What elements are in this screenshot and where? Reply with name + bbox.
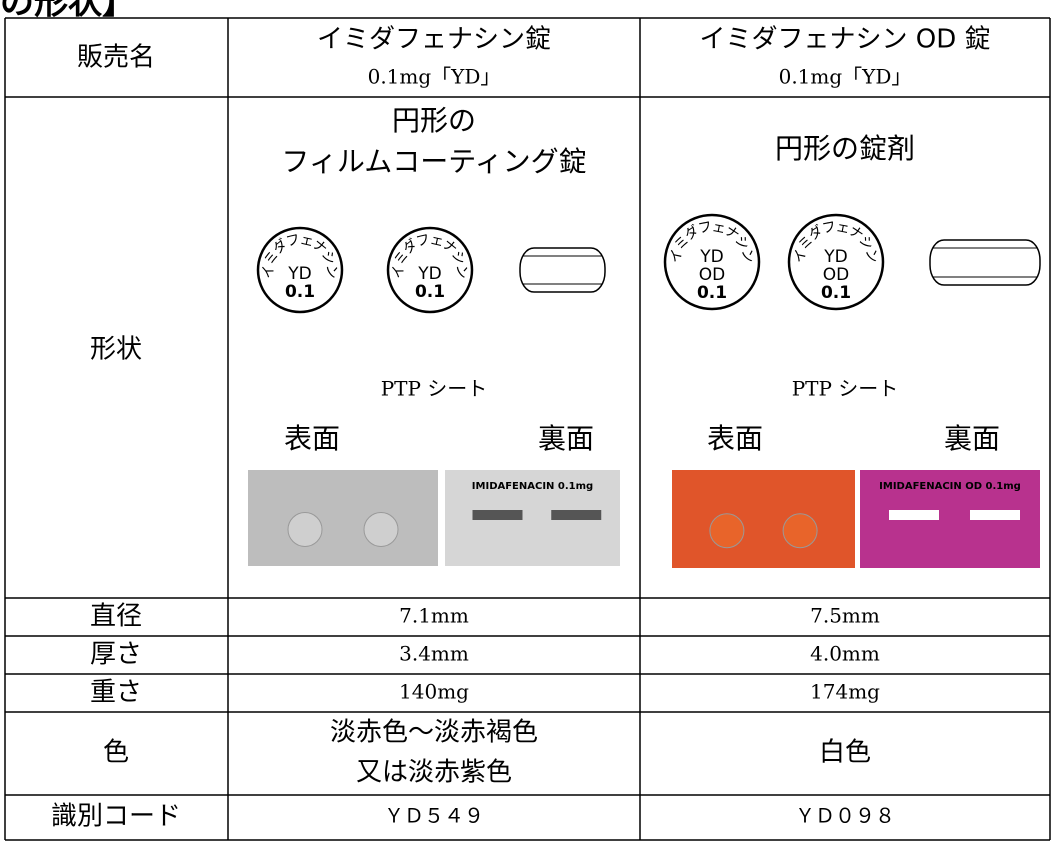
- shape-label: 形状: [90, 335, 142, 365]
- row-value: 174mg: [810, 680, 880, 704]
- product-name: イミダフェナシン OD 錠: [699, 25, 990, 55]
- ptp-back: 裏面: [538, 422, 594, 455]
- row-value: 又は淡赤紫色: [356, 758, 512, 788]
- product-strength: 0.1mg「YD」: [368, 65, 501, 89]
- product-strength: 0.1mg「YD」: [779, 65, 912, 89]
- ptp-back: 裏面: [944, 422, 1000, 455]
- row-label: 直径: [90, 602, 142, 632]
- row-value: ＹＤ５４９: [384, 804, 484, 828]
- ptp-barcode: [970, 510, 1020, 520]
- ptp-tablet: [287, 512, 323, 548]
- shape-description: 円形の錠剤: [775, 132, 915, 165]
- stamp-mark: 0.1: [415, 282, 445, 302]
- stamp-mark: YD: [417, 264, 441, 284]
- row-value: 淡赤色～淡赤褐色: [330, 718, 538, 748]
- ptp-barcode: [472, 510, 523, 520]
- ptp-barcode: [551, 510, 602, 520]
- ptp-tablet: [709, 513, 745, 549]
- row-value: 3.4mm: [399, 642, 469, 666]
- tablet-stamp: [663, 213, 761, 311]
- row-value: 7.5mm: [810, 604, 880, 628]
- header-label: 販売名: [77, 43, 155, 73]
- tablet-stamp: [256, 226, 344, 314]
- product-name: イミダフェナシン錠: [317, 25, 551, 55]
- ptp-front-image: [248, 470, 438, 566]
- stamp-mark: OD: [699, 265, 725, 285]
- stamp-mark: YD: [699, 247, 723, 267]
- tablet-side: [929, 239, 1041, 286]
- ptp-title: PTP シート: [381, 377, 488, 401]
- shape-description: フィルムコーティング錠: [281, 145, 586, 178]
- ptp-tablet: [782, 513, 818, 549]
- row-label: 厚さ: [90, 640, 142, 670]
- row-value: 白色: [819, 738, 871, 768]
- row-value: 140mg: [399, 680, 469, 704]
- ptp-front: 表面: [284, 422, 340, 455]
- stamp-mark: 0.1: [697, 283, 727, 303]
- ptp-tablet: [363, 512, 399, 548]
- row-label: 識別コード: [51, 802, 181, 832]
- stamp-mark: YD: [823, 247, 847, 267]
- row-value: 7.1mm: [399, 604, 469, 628]
- ptp-front: 表面: [707, 422, 763, 455]
- stamp-mark: YD: [287, 264, 311, 284]
- ptp-title: PTP シート: [792, 377, 899, 401]
- tablet-side: [519, 247, 606, 293]
- stamp-mark: OD: [823, 265, 849, 285]
- row-value: 4.0mm: [810, 642, 880, 666]
- ptp-label: IMIDAFENACIN OD 0.1mg: [879, 481, 1021, 492]
- heading: の形状】: [0, 0, 136, 23]
- shape-description: 円形の: [392, 104, 476, 137]
- row-label: 重さ: [90, 678, 142, 708]
- row-label: 色: [103, 738, 129, 768]
- row-value: ＹＤ０９８: [795, 804, 895, 828]
- tablet-stamp: [787, 213, 885, 311]
- stamp-mark: 0.1: [285, 282, 315, 302]
- ptp-front-image: [672, 470, 855, 568]
- stamp-mark: 0.1: [821, 283, 851, 303]
- ptp-label: IMIDAFENACIN 0.1mg: [472, 481, 593, 492]
- tablet-stamp: [386, 226, 474, 314]
- ptp-barcode: [889, 510, 939, 520]
